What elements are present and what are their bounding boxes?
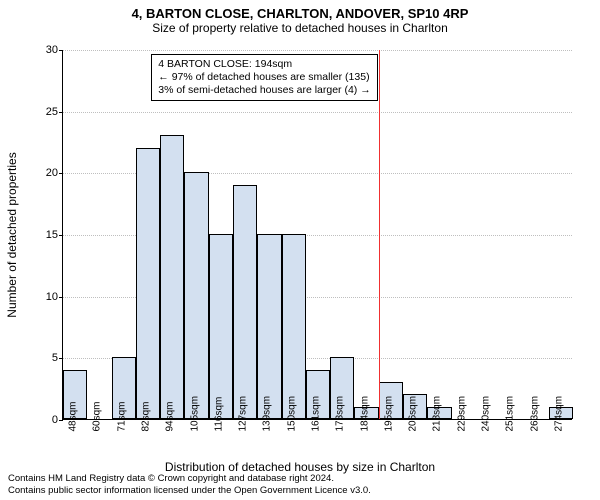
ytick-mark bbox=[59, 358, 63, 359]
ytick-label: 15 bbox=[28, 229, 58, 241]
gridline bbox=[63, 50, 572, 51]
ytick-label: 20 bbox=[28, 167, 58, 179]
ytick-label: 10 bbox=[28, 291, 58, 303]
chart-container: 4, BARTON CLOSE, CHARLTON, ANDOVER, SP10… bbox=[0, 0, 600, 500]
plot-area: 48sqm60sqm71sqm82sqm94sqm105sqm116sqm127… bbox=[62, 50, 572, 420]
callout-line: 4 BARTON CLOSE: 194sqm bbox=[158, 58, 370, 71]
chart-title: 4, BARTON CLOSE, CHARLTON, ANDOVER, SP10… bbox=[0, 0, 600, 21]
plot-inner: 48sqm60sqm71sqm82sqm94sqm105sqm116sqm127… bbox=[62, 50, 572, 420]
histogram-bar bbox=[233, 185, 257, 419]
ytick-mark bbox=[59, 50, 63, 51]
histogram-bar bbox=[209, 234, 233, 419]
ytick-mark bbox=[59, 235, 63, 236]
y-axis-label: Number of detached properties bbox=[5, 152, 19, 317]
x-axis-label: Distribution of detached houses by size … bbox=[0, 460, 600, 474]
reference-line bbox=[379, 50, 380, 419]
ytick-label: 25 bbox=[28, 106, 58, 118]
histogram-bar bbox=[257, 234, 281, 419]
ytick-mark bbox=[59, 297, 63, 298]
ytick-mark bbox=[59, 420, 63, 421]
callout-box: 4 BARTON CLOSE: 194sqm← 97% of detached … bbox=[151, 54, 377, 101]
chart-subtitle: Size of property relative to detached ho… bbox=[0, 21, 600, 35]
ytick-label: 30 bbox=[28, 44, 58, 56]
ytick-mark bbox=[59, 112, 63, 113]
footer-licence: Contains HM Land Registry data © Crown c… bbox=[8, 473, 371, 496]
callout-line: ← 97% of detached houses are smaller (13… bbox=[158, 71, 370, 84]
footer-line1: Contains HM Land Registry data © Crown c… bbox=[8, 473, 371, 484]
histogram-bar bbox=[160, 135, 184, 419]
ytick-label: 5 bbox=[28, 352, 58, 364]
histogram-bar bbox=[136, 148, 160, 419]
footer-line2: Contains public sector information licen… bbox=[8, 485, 371, 496]
ytick-mark bbox=[59, 173, 63, 174]
histogram-bar bbox=[282, 234, 306, 419]
gridline bbox=[63, 112, 572, 113]
ytick-label: 0 bbox=[28, 414, 58, 426]
callout-line: 3% of semi-detached houses are larger (4… bbox=[158, 84, 370, 97]
histogram-bar bbox=[184, 172, 208, 419]
